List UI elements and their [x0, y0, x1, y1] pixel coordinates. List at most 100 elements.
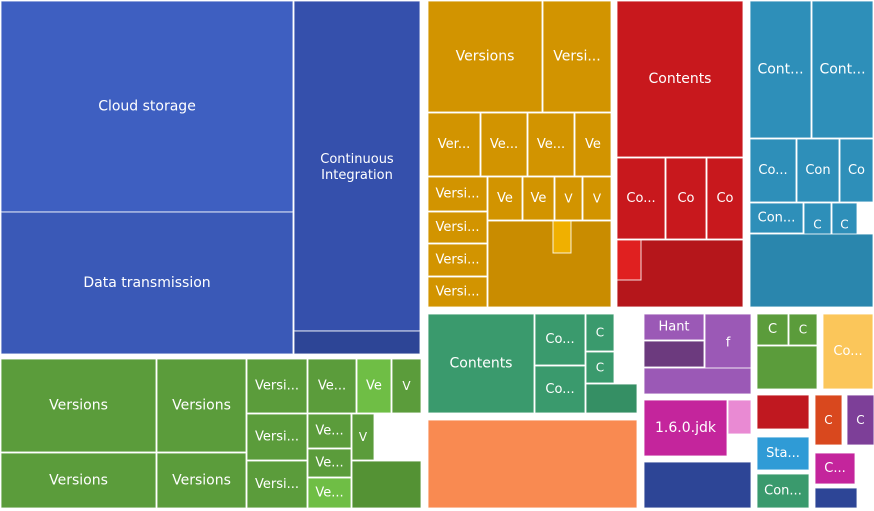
tile-label-ve: Ve [585, 137, 601, 152]
tile-label-versi: Versi... [435, 187, 479, 202]
tile-label-ve: Ve [366, 379, 382, 394]
tile-label-f: f [726, 336, 731, 351]
tile-label-c: C [856, 413, 864, 427]
treemap-tile-green-9 [307, 413, 352, 449]
treemap-tile-sea-2 [534, 365, 586, 414]
tile-label-c: C [840, 218, 848, 232]
treemap-tile-gold-6 [427, 176, 488, 212]
tile-label-versions: Versions [172, 473, 231, 489]
treemap-tile-gold-0 [427, 0, 543, 113]
treemap-tile-blue-2 [293, 0, 421, 332]
treemap-tile-misc-3 [756, 436, 810, 471]
tile-label-co: Co... [833, 344, 862, 359]
tile-label-data-transmission: Data transmission [83, 275, 210, 291]
tile-label-c: C [768, 322, 777, 337]
treemap-tile-misc-4 [814, 452, 856, 485]
tile-label-co: Co... [545, 332, 574, 347]
treemap-tile-lgreen-0 [756, 313, 789, 346]
tile-label-c: C [813, 218, 821, 232]
tile-label-c: C [824, 413, 832, 427]
treemap-tile-green-8 [246, 413, 308, 461]
tile-label-ve: Ve... [490, 137, 518, 152]
tile-label-versi: Versi... [553, 49, 600, 65]
tile-label-ve: Ve... [537, 137, 565, 152]
treemap-tile-sea-4 [585, 351, 615, 384]
treemap-tile-misc-2 [756, 394, 810, 430]
treemap-tile-green-5 [307, 358, 357, 414]
tile-label-con: Con... [764, 484, 802, 499]
tile-label-contents: Contents [450, 356, 513, 372]
tile-label-contents: Contents [649, 71, 712, 87]
treemap-tile-orange-0 [427, 419, 638, 509]
treemap-tile-gold-1 [542, 0, 612, 113]
treemap-tile-gold-10 [582, 176, 612, 221]
treemap-tile-teal-1 [811, 0, 874, 139]
tile-label-versions: Versions [456, 49, 515, 65]
tile-label-versi: Versi... [255, 430, 299, 445]
treemap-tile-green-1 [156, 358, 247, 453]
treemap-tile-green-6 [356, 358, 392, 414]
treemap-tile-blue-1 [0, 211, 294, 355]
treemap-tile-teal-0 [749, 0, 812, 139]
tile-label-versi: Versi... [255, 477, 299, 492]
treemap-tile-green-3 [156, 452, 247, 509]
treemap-tile-green-13 [307, 477, 352, 509]
treemap-tile-gold-14 [487, 220, 612, 308]
treemap-tile-red-1 [616, 157, 666, 240]
treemap-tile-gold-13 [427, 276, 488, 308]
treemap-tile-misc-0 [814, 394, 843, 446]
tile-label-versions: Versions [172, 398, 231, 414]
treemap-tile-gold-2 [427, 112, 481, 177]
treemap-tile-teal-4 [839, 138, 874, 203]
tile-label-ve: Ve [497, 191, 513, 206]
treemap-tile-green-0 [0, 358, 157, 453]
tile-label-versi: Versi... [435, 220, 479, 235]
treemap-tile-lgreen-2 [756, 345, 818, 390]
tile-label-ve: Ve... [315, 424, 343, 439]
treemap-tile-gold-15 [552, 220, 572, 254]
tile-label-versi: Versi... [255, 379, 299, 394]
treemap-tile-green-10 [351, 413, 375, 461]
tile-label-ver: Ver... [438, 137, 470, 152]
treemap-tile-sea-0 [427, 313, 535, 414]
treemap-tile-green-2 [0, 452, 157, 509]
tile-label-cont: Cont... [757, 62, 803, 78]
treemap-tile-gold-8 [522, 176, 555, 221]
tile-label-ve: Ve... [318, 379, 346, 394]
treemap-tile-magenta-1 [727, 399, 752, 435]
treemap-tile-teal-3 [796, 138, 840, 203]
tile-label-1-6-0-jdk: 1.6.0.jdk [655, 420, 717, 436]
treemap-tile-gold-11 [427, 211, 488, 244]
treemap-tile-navy-0 [643, 461, 752, 509]
treemap-tile-blue-3 [293, 330, 421, 355]
treemap-tile-misc-5 [756, 473, 810, 509]
treemap-tile-magenta-0 [643, 399, 728, 457]
tile-label-versions: Versions [49, 398, 108, 414]
tile-label-ve: Ve... [315, 486, 343, 501]
treemap-tile-red-3 [706, 157, 744, 240]
tile-label-con: Con... [758, 211, 796, 226]
tile-label-co: Co [677, 191, 694, 206]
treemap-tile-red-0 [616, 0, 744, 158]
tile-label-versions: Versions [49, 473, 108, 489]
treemap-tile-sea-1 [534, 313, 586, 366]
tile-label-cont: Cont... [819, 62, 865, 78]
treemap-tile-green-11 [307, 448, 352, 478]
treemap-tile-gold-7 [487, 176, 523, 221]
tile-label-ve: Ve... [315, 456, 343, 471]
tile-label-continuous-integration: Continuous Integration [320, 151, 394, 182]
tile-label-versi: Versi... [435, 285, 479, 300]
tile-label-ve: Ve [531, 191, 547, 206]
tile-label-co: Co... [758, 163, 787, 178]
treemap-tile-red-2 [665, 157, 707, 240]
treemap-tile-misc-1 [846, 394, 874, 446]
treemap-tile-purple-1 [704, 313, 752, 373]
treemap-tile-red-5 [616, 239, 642, 281]
treemap-tile-sea-3 [585, 313, 615, 352]
tile-label-v: V [359, 430, 368, 444]
tile-label-v: V [402, 379, 411, 393]
tile-label-co: Co [716, 191, 733, 206]
treemap-tile-gold-3 [480, 112, 528, 177]
